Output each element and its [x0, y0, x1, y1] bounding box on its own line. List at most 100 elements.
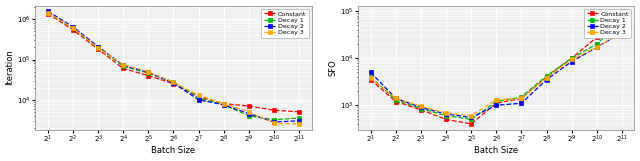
Line: Decay 2: Decay 2 — [45, 9, 301, 124]
Constant — [518, 97, 525, 99]
Decay 2 — [69, 26, 77, 28]
Decay 1 — [69, 27, 77, 29]
Constant — [195, 96, 202, 98]
Line: Constant: Constant — [45, 11, 301, 114]
Decay 3 — [518, 97, 525, 99]
Decay 1 — [518, 96, 525, 98]
Decay 3 — [94, 47, 102, 49]
Decay 1 — [442, 115, 450, 117]
Constant — [295, 111, 303, 113]
Decay 2 — [442, 113, 450, 115]
Line: Decay 2: Decay 2 — [368, 30, 624, 120]
Constant — [270, 109, 278, 111]
Decay 3 — [543, 77, 550, 79]
Line: Constant: Constant — [368, 9, 624, 126]
Constant — [170, 83, 177, 85]
Decay 1 — [467, 118, 475, 120]
Decay 3 — [367, 77, 374, 79]
Decay 3 — [120, 64, 127, 66]
Decay 3 — [145, 71, 152, 73]
Decay 1 — [220, 104, 228, 106]
Decay 2 — [417, 106, 425, 108]
Decay 2 — [245, 113, 253, 115]
Decay 1 — [44, 11, 52, 13]
Decay 3 — [245, 111, 253, 113]
Decay 3 — [220, 103, 228, 105]
Decay 1 — [593, 43, 600, 45]
Constant — [417, 109, 425, 111]
Decay 2 — [145, 71, 152, 73]
Constant — [94, 48, 102, 50]
Decay 2 — [170, 82, 177, 84]
Decay 1 — [392, 99, 399, 101]
Line: Decay 1: Decay 1 — [368, 18, 624, 122]
Decay 2 — [94, 46, 102, 48]
Constant — [568, 57, 575, 59]
Decay 2 — [492, 104, 500, 106]
Decay 1 — [543, 75, 550, 77]
Constant — [442, 118, 450, 120]
Decay 2 — [44, 10, 52, 12]
Constant — [120, 67, 127, 69]
Decay 1 — [270, 119, 278, 121]
Decay 2 — [120, 64, 127, 66]
Constant — [220, 103, 228, 105]
Constant — [367, 79, 374, 81]
Decay 3 — [44, 12, 52, 14]
Constant — [593, 36, 600, 38]
Decay 3 — [392, 97, 399, 99]
Decay 1 — [170, 81, 177, 83]
Decay 3 — [295, 123, 303, 125]
Decay 3 — [442, 112, 450, 114]
Decay 3 — [417, 105, 425, 107]
Constant — [145, 75, 152, 76]
Y-axis label: SFO: SFO — [328, 59, 337, 76]
Y-axis label: Iteration: Iteration — [6, 50, 15, 85]
Decay 2 — [195, 99, 202, 101]
Decay 3 — [195, 94, 202, 96]
Decay 2 — [568, 61, 575, 62]
X-axis label: Batch Size: Batch Size — [152, 147, 196, 155]
Decay 1 — [195, 97, 202, 99]
Decay 3 — [467, 115, 475, 117]
X-axis label: Batch Size: Batch Size — [474, 147, 518, 155]
Decay 2 — [270, 121, 278, 123]
Decay 1 — [120, 65, 127, 67]
Decay 3 — [270, 122, 278, 124]
Decay 3 — [492, 99, 500, 101]
Constant — [492, 102, 500, 104]
Decay 1 — [618, 19, 626, 21]
Line: Decay 3: Decay 3 — [368, 30, 624, 118]
Constant — [69, 29, 77, 31]
Decay 1 — [492, 101, 500, 103]
Line: Decay 1: Decay 1 — [45, 10, 301, 122]
Constant — [392, 101, 399, 103]
Line: Decay 3: Decay 3 — [45, 10, 301, 126]
Decay 1 — [568, 57, 575, 59]
Constant — [245, 105, 253, 107]
Decay 3 — [593, 46, 600, 48]
Constant — [44, 13, 52, 14]
Decay 2 — [467, 116, 475, 118]
Decay 2 — [593, 46, 600, 48]
Constant — [543, 76, 550, 78]
Constant — [618, 10, 626, 12]
Decay 3 — [618, 32, 626, 34]
Legend: Constant, Decay 1, Decay 2, Decay 3: Constant, Decay 1, Decay 2, Decay 3 — [584, 9, 631, 38]
Decay 2 — [367, 71, 374, 73]
Decay 2 — [295, 120, 303, 122]
Decay 1 — [94, 47, 102, 48]
Decay 1 — [295, 117, 303, 119]
Decay 3 — [170, 81, 177, 83]
Decay 1 — [245, 115, 253, 117]
Decay 2 — [392, 97, 399, 99]
Decay 2 — [543, 79, 550, 81]
Legend: Constant, Decay 1, Decay 2, Decay 3: Constant, Decay 1, Decay 2, Decay 3 — [261, 9, 308, 38]
Decay 1 — [417, 108, 425, 109]
Decay 1 — [367, 76, 374, 78]
Decay 2 — [518, 102, 525, 104]
Decay 2 — [220, 104, 228, 106]
Decay 2 — [618, 32, 626, 34]
Decay 1 — [145, 72, 152, 74]
Decay 3 — [69, 27, 77, 29]
